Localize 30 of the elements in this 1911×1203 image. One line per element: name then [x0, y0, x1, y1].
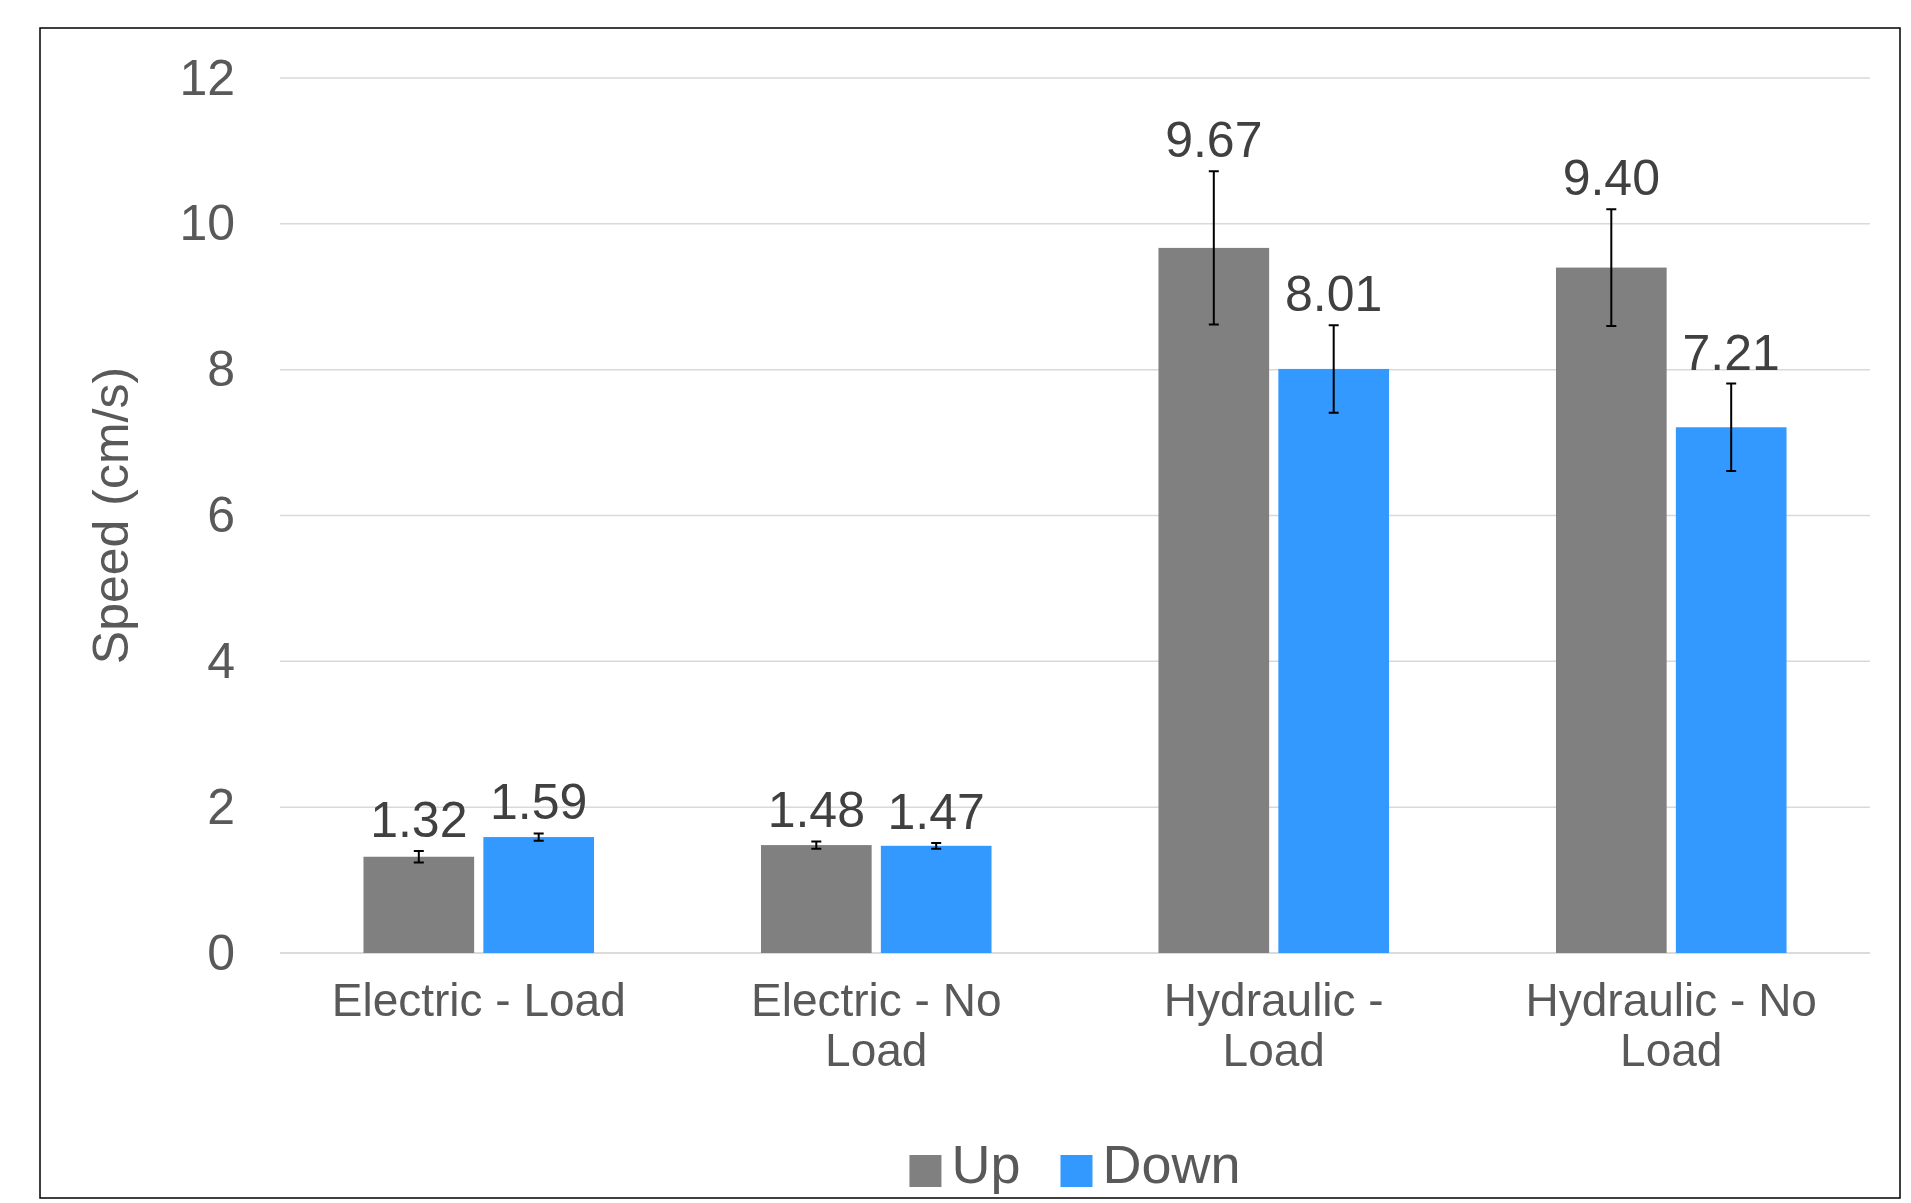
bar [760, 845, 872, 953]
y-axis-title: Speed (cm/s) [83, 366, 139, 665]
data-label: 1.47 [887, 783, 985, 840]
x-tick-label: Electric - Load [331, 973, 626, 1026]
data-label: 9.67 [1165, 112, 1263, 169]
y-tick-label: 4 [207, 632, 235, 689]
bar [880, 845, 992, 953]
legend-label: Down [1102, 1134, 1241, 1194]
x-tick-label: Hydraulic - Load [1163, 973, 1384, 1077]
data-label: 1.48 [767, 782, 865, 839]
bar [483, 837, 595, 953]
y-tick-label: 6 [207, 487, 235, 543]
x-tick-label: Electric - No Load [751, 973, 1002, 1077]
y-tick-label: 2 [207, 778, 235, 835]
legend-label: Up [951, 1134, 1021, 1194]
bar [1158, 247, 1270, 953]
data-label: 1.32 [370, 791, 468, 848]
y-tick-label: 10 [179, 195, 235, 252]
x-tick-label: Hydraulic - No Load [1525, 973, 1817, 1077]
bar [1555, 267, 1667, 953]
data-label: 1.59 [490, 774, 588, 831]
y-tick-label: 8 [207, 341, 235, 398]
data-label: 8.01 [1285, 266, 1383, 323]
data-label: 7.21 [1682, 324, 1780, 381]
y-tick-label: 12 [179, 49, 235, 106]
bar [1675, 427, 1787, 953]
y-tick-label: 0 [207, 924, 235, 981]
bar [1278, 368, 1390, 953]
bar [363, 856, 475, 953]
data-label: 9.40 [1562, 150, 1660, 207]
